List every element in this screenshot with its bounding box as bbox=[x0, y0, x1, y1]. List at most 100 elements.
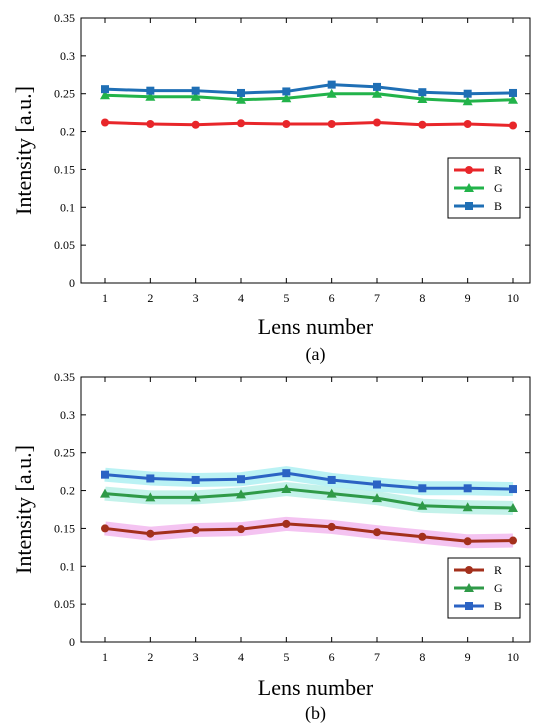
data-point-b bbox=[418, 88, 427, 97]
data-point-g bbox=[326, 88, 337, 98]
series-g bbox=[100, 484, 518, 512]
data-point-r bbox=[373, 528, 381, 537]
data-point-g bbox=[372, 493, 382, 503]
data-point-g bbox=[190, 492, 201, 502]
legend: RGB bbox=[447, 157, 521, 219]
data-point-r bbox=[282, 120, 291, 128]
x-tick-label: 5 bbox=[283, 291, 289, 305]
legend-label-b: B bbox=[494, 199, 502, 213]
data-point-r bbox=[101, 118, 109, 127]
data-point-b bbox=[327, 80, 336, 89]
legend-label-g: G bbox=[494, 181, 503, 195]
data-point-b bbox=[101, 470, 109, 479]
x-tick-label: 9 bbox=[465, 650, 471, 664]
y-axis-label: Intensity [a.u.] bbox=[11, 445, 36, 574]
series-b bbox=[101, 80, 517, 98]
data-point-r bbox=[509, 121, 517, 130]
data-point-r bbox=[282, 519, 291, 528]
x-tick-label: 1 bbox=[102, 650, 108, 664]
x-tick-label: 4 bbox=[238, 291, 244, 305]
y-tick-label: 0.25 bbox=[54, 446, 75, 460]
chart-panel-b: 0 0.05 0.1 0.15 0.2 0.25 0.3 0.35 1 2 3 4 5 6 7 8 9 10 Len… bbox=[11, 370, 531, 724]
data-point-g bbox=[417, 500, 428, 510]
panel-label: (a) bbox=[306, 344, 326, 365]
series-line-r bbox=[104, 120, 514, 128]
data-point-g bbox=[100, 488, 110, 498]
y-tick-label: 0.3 bbox=[60, 408, 75, 422]
data-point-b bbox=[101, 85, 109, 94]
legend-label-g: G bbox=[494, 581, 503, 595]
data-point-r bbox=[509, 536, 517, 545]
data-point-b bbox=[509, 485, 517, 494]
data-point-r bbox=[101, 524, 109, 533]
data-point-b bbox=[191, 86, 200, 95]
legend-marker-r bbox=[465, 166, 473, 174]
legend-marker-b bbox=[465, 202, 473, 210]
x-tick-label: 10 bbox=[507, 291, 519, 305]
series-line-b bbox=[104, 83, 514, 96]
data-point-b bbox=[327, 475, 336, 484]
data-point-g bbox=[236, 94, 246, 104]
legend-label-b: B bbox=[494, 599, 502, 613]
y-tick-label: 0 bbox=[69, 635, 75, 649]
data-point-b bbox=[373, 82, 381, 91]
series-line-b bbox=[104, 471, 514, 491]
legend-marker-b bbox=[465, 602, 473, 610]
x-tick-label: 3 bbox=[193, 650, 199, 664]
data-point-g bbox=[145, 492, 156, 502]
chart-panel-a: 0 0.05 0.1 0.15 0.2 0.25 0.3 0.35 1 2 3 4 5 6 7 8 9 10 Len… bbox=[11, 11, 531, 365]
series-line-g bbox=[104, 92, 514, 103]
data-point-r bbox=[327, 522, 336, 531]
data-point-g bbox=[462, 96, 473, 106]
data-point-b bbox=[237, 475, 245, 484]
data-point-g bbox=[281, 484, 292, 494]
data-point-b bbox=[146, 86, 155, 95]
plot-frame bbox=[80, 376, 531, 643]
data-point-r bbox=[237, 119, 245, 128]
data-point-r bbox=[327, 120, 336, 128]
data-point-r bbox=[191, 525, 200, 534]
x-tick-label: 7 bbox=[374, 291, 380, 305]
data-point-b bbox=[282, 87, 291, 96]
data-point-r bbox=[418, 120, 427, 129]
data-point-b bbox=[509, 88, 517, 97]
plot-frame bbox=[80, 17, 531, 284]
series-line-r bbox=[104, 522, 514, 543]
x-tick-label: 2 bbox=[147, 291, 153, 305]
y-tick-label: 0.05 bbox=[54, 238, 75, 252]
x-tick-label: 10 bbox=[507, 650, 519, 664]
x-axis-label: Lens number bbox=[258, 314, 374, 339]
data-point-g bbox=[372, 88, 382, 98]
data-point-g bbox=[417, 94, 428, 104]
data-point-b bbox=[463, 484, 472, 493]
x-tick-label: 2 bbox=[147, 650, 153, 664]
series-line-g bbox=[104, 487, 514, 510]
x-tick-label: 6 bbox=[329, 291, 335, 305]
data-point-r bbox=[463, 120, 472, 128]
data-point-r bbox=[191, 120, 200, 129]
y-tick-label: 0.15 bbox=[54, 162, 75, 176]
data-point-r bbox=[418, 532, 427, 541]
x-tick-label: 1 bbox=[102, 291, 108, 305]
y-tick-label: 0.1 bbox=[60, 200, 75, 214]
x-tick-label: 8 bbox=[419, 650, 425, 664]
data-point-b bbox=[237, 88, 245, 97]
x-tick-label: 7 bbox=[374, 650, 380, 664]
y-tick-label: 0.05 bbox=[54, 597, 75, 611]
series-g bbox=[100, 88, 518, 106]
legend-label-r: R bbox=[494, 563, 502, 577]
series-r bbox=[101, 118, 517, 130]
series-r bbox=[101, 519, 517, 546]
y-tick-label: 0.35 bbox=[54, 11, 75, 25]
legend-marker-r bbox=[465, 566, 473, 574]
x-tick-label: 4 bbox=[238, 650, 244, 664]
data-point-b bbox=[191, 475, 200, 484]
panel-label: (b) bbox=[305, 703, 326, 724]
data-point-g bbox=[236, 489, 246, 499]
y-tick-label: 0.3 bbox=[60, 49, 75, 63]
x-tick-label: 8 bbox=[419, 291, 425, 305]
data-point-g bbox=[326, 488, 337, 498]
data-point-g bbox=[462, 502, 473, 512]
data-point-g bbox=[190, 91, 201, 101]
